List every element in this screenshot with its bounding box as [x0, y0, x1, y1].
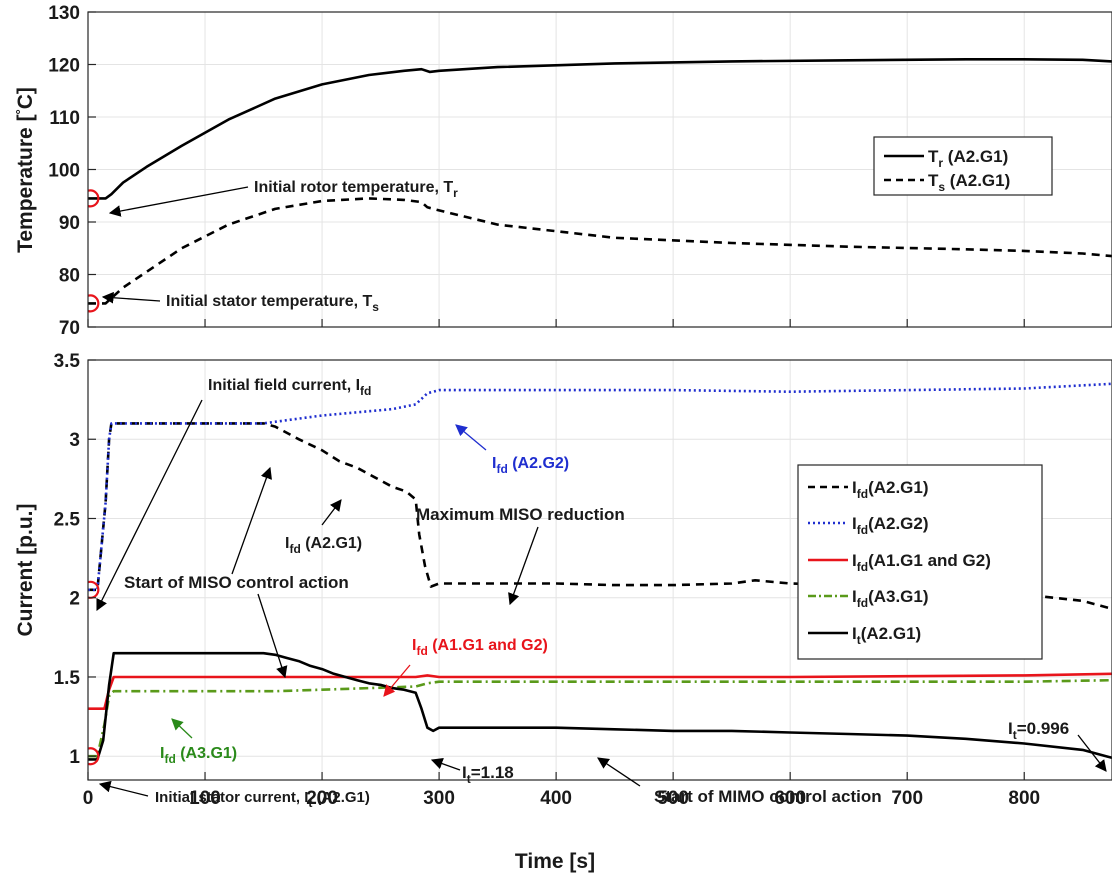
- legend-item-ifd-a2g2: Ifd(A2.G2): [808, 514, 929, 537]
- current-xtick-label: 700: [891, 788, 923, 809]
- temperature-ticks: 70 80 90 100 110 120 130: [48, 3, 1025, 339]
- current-series-3: [88, 678, 1112, 758]
- current-panel: 0 100 200 300 400 500 600 700 800 1 1.5 2 2.5 3 3.5 Cu…: [14, 351, 1112, 873]
- legend-label-ifd-a1: Ifd(A1.G1 and G2): [852, 551, 991, 574]
- temperature-ytick-label: 90: [59, 213, 80, 234]
- current-axes-frame: [87, 359, 1112, 781]
- svg-text:Initial stator current, It (A2: Initial stator current, It (A2.G1): [155, 789, 370, 810]
- annotation-initial-stator: Initial stator temperature, Ts: [101, 291, 379, 314]
- current-xtick-label: 300: [423, 788, 455, 809]
- current-xtick-label: 100: [189, 788, 221, 809]
- legend-item-ifd-a1: Ifd(A1.G1 and G2): [808, 551, 991, 574]
- annotation-it-118: It=1.18: [430, 758, 514, 786]
- legend-item-ts: Ts (A2.G1): [884, 171, 1010, 194]
- temperature-ytick-label: 100: [48, 161, 80, 182]
- current-ytick-label: 3: [69, 430, 80, 451]
- current-ytick-label: 1: [69, 747, 80, 768]
- annotation-it-0996: It=0.996: [1008, 719, 1107, 772]
- current-ytick-label: 3.5: [54, 351, 81, 372]
- legend-label-it: It(A2.G1): [852, 624, 921, 647]
- current-xtick-label: 200: [306, 788, 338, 809]
- time-xlabel: Time [s]: [515, 850, 595, 873]
- annotation-ifd-a2g1: Ifd (A2.G1): [285, 499, 362, 556]
- annotation-ifd-a1: Ifd (A1.G1 and G2): [383, 637, 548, 697]
- legend-item-ifd-a2g1: Ifd(A2.G1): [808, 478, 929, 501]
- svg-text:It=0.996: It=0.996: [1008, 719, 1069, 742]
- annotation-start-mimo: Start of MIMO control action: [597, 757, 882, 806]
- legend-label-ts: Ts (A2.G1): [928, 171, 1010, 194]
- current-ticks: 0 100 200 300 400 500 600 700 800 1 1.5 2 2.5 3 3.5: [54, 351, 1041, 809]
- legend-label-tr: Tr (A2.G1): [928, 147, 1008, 170]
- annotation-max-miso: Maximum MISO reduction: [416, 505, 625, 606]
- current-xtick-label: 400: [540, 788, 572, 809]
- temperature-series-0: [88, 57, 1112, 200]
- legend-label-ifd-a2g2: Ifd(A2.G2): [852, 514, 929, 537]
- temperature-series: [88, 57, 1112, 313]
- current-ytick-label: 1.5: [54, 668, 81, 689]
- temperature-initial-marker-0: [88, 189, 100, 208]
- annotation-initial-stator-current: Initial stator current, It (A2.G1): [98, 780, 370, 810]
- svg-text:Ifd (A1.G1 and G2): Ifd (A1.G1 and G2): [412, 637, 548, 658]
- temperature-panel: 70 80 90 100 110 120 130 Temperature [°C] Tr (…: [13, 3, 1112, 339]
- temperature-ytick-label: 70: [59, 318, 80, 339]
- legend-item-ifd-a3: Ifd(A3.G1): [808, 587, 929, 610]
- temperature-ytick-label: 110: [49, 108, 80, 129]
- current-ytick-label: 2: [69, 589, 80, 610]
- legend-label-ifd-a2g1: Ifd(A2.G1): [852, 478, 929, 501]
- current-xtick-label: 0: [83, 788, 94, 809]
- current-initial-marker-1: [88, 747, 100, 766]
- svg-text:It=1.18: It=1.18: [462, 763, 514, 786]
- legend-item-it: It(A2.G1): [808, 624, 921, 647]
- legend-item-tr: Tr (A2.G1): [884, 147, 1008, 170]
- svg-text:Start of MIMO control action: Start of MIMO control action: [654, 787, 882, 806]
- svg-text:Start of MISO control action: Start of MISO control action: [124, 573, 349, 592]
- current-xtick-label: 500: [657, 788, 689, 809]
- temperature-series-1: [88, 197, 1112, 305]
- legend-label-ifd-a3: Ifd(A3.G1): [852, 587, 929, 610]
- annotation-ifd-a3: Ifd (A3.G1): [160, 718, 237, 766]
- current-xtick-label: 800: [1008, 788, 1040, 809]
- temperature-ytick-label: 80: [59, 266, 80, 287]
- svg-text:Ifd (A2.G1): Ifd (A2.G1): [285, 535, 362, 556]
- svg-text:Ifd (A2.G2): Ifd (A2.G2): [492, 455, 569, 476]
- svg-text:Ifd (A3.G1): Ifd (A3.G1): [160, 745, 237, 766]
- annotation-initial-rotor: Initial rotor temperature, Tr: [108, 179, 458, 217]
- annotation-ifd-a2g2: Ifd (A2.G2): [455, 424, 569, 476]
- current-series: [88, 382, 1112, 766]
- svg-text:Maximum MISO reduction: Maximum MISO reduction: [416, 505, 625, 524]
- current-legend: Ifd(A2.G1) Ifd(A2.G2) Ifd(A1.G1 and G2) …: [797, 464, 1043, 660]
- temperature-initial-marker-1: [88, 294, 100, 313]
- current-xtick-label: 600: [774, 788, 806, 809]
- annotation-initial-field-current: Initial field current, Ifd: [96, 377, 371, 612]
- temperature-legend: Tr (A2.G1) Ts (A2.G1): [873, 136, 1053, 196]
- current-series-2: [88, 672, 1112, 711]
- svg-text:Initial rotor temperature, Tr: Initial rotor temperature, Tr: [254, 179, 458, 200]
- temperature-ylabel: Temperature [°C]: [13, 87, 37, 253]
- current-ylabel: Current [p.u.]: [14, 504, 37, 637]
- current-series-4: [88, 651, 1112, 761]
- annotation-start-miso: Start of MISO control action: [124, 466, 349, 679]
- temperature-ytick-label: 120: [48, 56, 80, 77]
- svg-text:Initial field current, Ifd: Initial field current, Ifd: [208, 377, 371, 398]
- temperature-ytick-label: 130: [48, 3, 80, 24]
- svg-text:Initial stator temperature, Ts: Initial stator temperature, Ts: [166, 293, 379, 314]
- current-ytick-label: 2.5: [54, 509, 81, 530]
- current-series-1: [88, 382, 1112, 592]
